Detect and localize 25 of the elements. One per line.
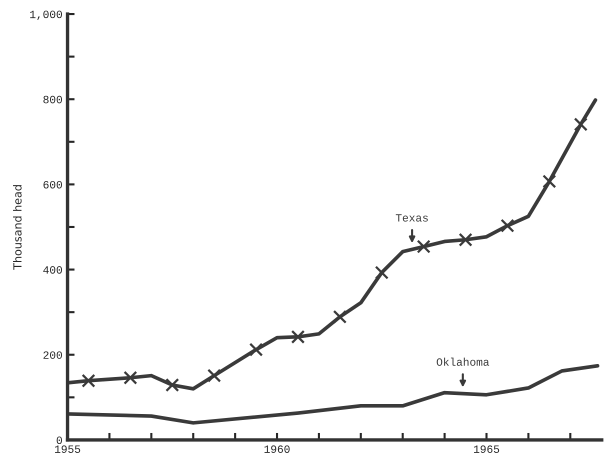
point — [249, 342, 263, 357]
text: Texas — [396, 214, 428, 222]
point — [416, 240, 431, 254]
point — [82, 374, 96, 388]
point — [542, 174, 556, 188]
point — [332, 310, 347, 324]
point — [123, 370, 138, 385]
point — [374, 266, 389, 280]
y-tick-label: 600 — [43, 180, 62, 189]
point — [165, 378, 180, 392]
x-tick-label: 1960 — [264, 445, 290, 453]
point — [458, 232, 472, 247]
point — [291, 330, 305, 344]
x-tick-label: 1955 — [55, 445, 80, 453]
y-axis-title: Thousand head — [13, 185, 22, 270]
x-tick-label: 1965 — [474, 445, 500, 453]
point — [207, 368, 222, 383]
y-tick-label: 0 — [56, 436, 62, 444]
point — [574, 117, 588, 132]
y-tick-label: 200 — [43, 351, 62, 359]
point — [500, 218, 514, 233]
y-tick-label: 800 — [43, 96, 62, 104]
y-tick-label: 400 — [43, 266, 62, 274]
y-tick-label: 1,000 — [30, 10, 62, 20]
text: Oklahoma — [436, 358, 490, 366]
